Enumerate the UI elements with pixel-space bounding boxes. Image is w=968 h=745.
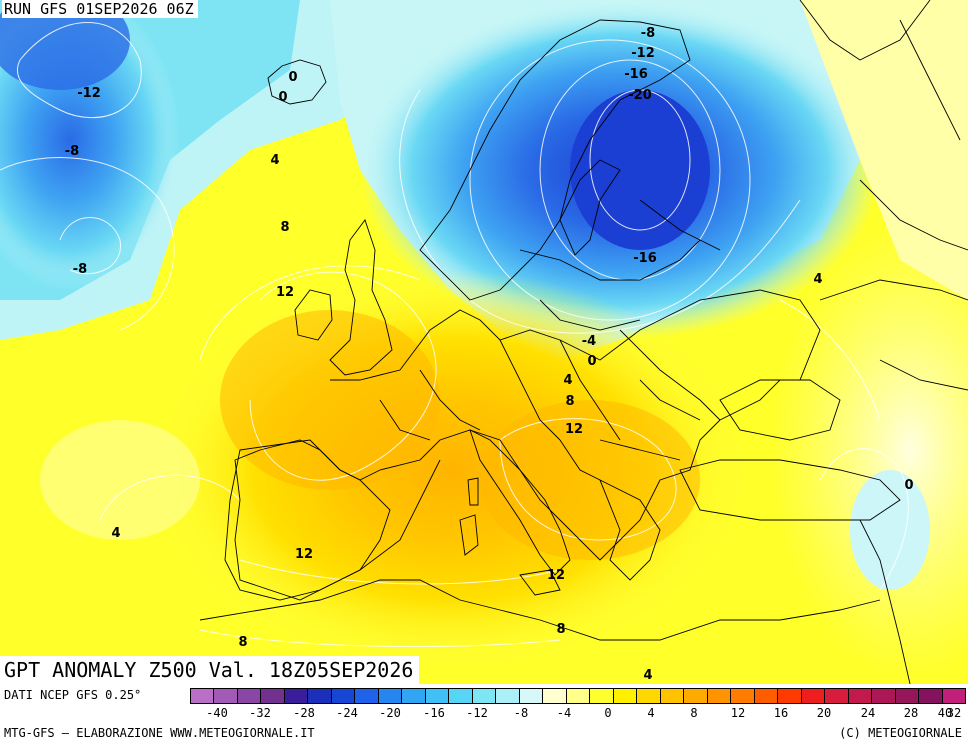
contour-label: 8: [565, 394, 574, 409]
color-scale-tick: 40: [937, 706, 953, 720]
contour-label: -16: [633, 251, 657, 266]
color-scale-tick: 0: [604, 706, 612, 720]
color-scale-tick: 4: [647, 706, 655, 720]
color-scale-tick: -20: [379, 706, 401, 720]
color-scale-tick: -24: [336, 706, 358, 720]
color-swatch: [707, 689, 732, 703]
contour-label: 8: [280, 220, 289, 235]
color-scale-tick: -28: [293, 706, 315, 720]
contour-label: 4: [111, 526, 120, 541]
color-swatch: [425, 689, 450, 703]
color-swatch: [825, 689, 849, 703]
contour-label: 0: [904, 478, 913, 493]
contour-label: -8: [65, 144, 79, 159]
color-swatch: [214, 689, 238, 703]
color-swatch: [660, 689, 685, 703]
color-swatch: [308, 689, 332, 703]
contour-labels: -12-8-8004812-8-12-16-20-16-404812404121…: [65, 26, 914, 683]
color-swatch: [191, 689, 215, 703]
color-swatch: [895, 689, 920, 703]
contour-label: -8: [641, 26, 655, 41]
color-swatch: [942, 689, 965, 703]
contour-label: 12: [547, 568, 565, 583]
color-swatch: [449, 689, 473, 703]
color-scale-tick: 20: [816, 706, 832, 720]
color-swatch: [402, 689, 426, 703]
run-info-label: RUN GFS 01SEP2026 06Z: [2, 0, 198, 18]
color-swatch: [754, 689, 779, 703]
color-swatch: [519, 689, 544, 703]
contour-label: 12: [276, 285, 294, 300]
contour-label: -12: [631, 46, 655, 61]
contour-label: 4: [643, 668, 652, 683]
color-swatch: [543, 689, 567, 703]
contour-label: -16: [624, 67, 648, 82]
map-title: GPT ANOMALY Z500 Val. 18Z05SEP2026: [0, 656, 420, 684]
contour-label: 0: [587, 354, 596, 369]
contour-label: 8: [556, 622, 565, 637]
contour-label: 12: [565, 422, 583, 437]
credit-right: (C) METEOGIORNALE: [839, 726, 962, 740]
color-scale-ticks: -40 -32 -28 -24 -20 -16 -12 -8 -4 0 4 8 12 16 20 24 28 32…: [190, 706, 966, 722]
color-scale: [190, 688, 966, 704]
contour-label: -20: [628, 88, 652, 103]
color-swatch: [261, 689, 285, 703]
color-scale-tick: -8: [513, 706, 529, 720]
color-swatch: [801, 689, 826, 703]
contour-label: -8: [73, 262, 87, 277]
color-swatch: [284, 689, 309, 703]
color-swatch: [848, 689, 873, 703]
color-scale-tick: -40: [206, 706, 228, 720]
contour-label: 8: [238, 635, 247, 650]
contour-label: 0: [278, 90, 287, 105]
legend-panel: DATI NCEP GFS 0.25° -40 -32 -28 -24 -20 -16 -1…: [0, 684, 968, 745]
color-swatch: [731, 689, 755, 703]
color-swatch: [355, 689, 379, 703]
contour-label: 4: [270, 153, 279, 168]
color-swatch: [919, 689, 943, 703]
color-scale-tick: -32: [249, 706, 271, 720]
data-source-label: DATI NCEP GFS 0.25°: [4, 688, 142, 702]
color-swatch: [637, 689, 661, 703]
contour-label: 12: [295, 547, 313, 562]
color-scale-tick: 16: [773, 706, 789, 720]
contour-label: -4: [582, 334, 596, 349]
color-swatch: [496, 689, 520, 703]
contour-label: 4: [813, 272, 822, 287]
contour-label: -12: [77, 86, 101, 101]
color-swatch: [378, 689, 403, 703]
color-swatch: [778, 689, 802, 703]
color-scale-tick: 32: [946, 706, 962, 720]
color-swatch: [472, 689, 497, 703]
color-scale-tick: -4: [556, 706, 572, 720]
anomaly-map: -12-8-8004812-8-12-16-20-16-404812404121…: [0, 0, 968, 684]
color-scale-tick: -16: [423, 706, 445, 720]
color-swatch: [566, 689, 591, 703]
color-scale-tick: -12: [466, 706, 488, 720]
credit-left: MTG-GFS – ELABORAZIONE WWW.METEOGIORNALE…: [4, 726, 315, 740]
color-swatch: [237, 689, 262, 703]
contour-label: 0: [288, 70, 297, 85]
color-swatch: [613, 689, 638, 703]
color-scale-tick: 8: [690, 706, 698, 720]
color-scale-tick: 24: [860, 706, 876, 720]
color-swatch: [684, 689, 708, 703]
color-swatch: [590, 689, 614, 703]
contour-label: 4: [563, 373, 572, 388]
color-swatch: [872, 689, 896, 703]
color-scale-tick: 28: [903, 706, 919, 720]
color-swatch: [331, 689, 356, 703]
color-scale-tick: 12: [730, 706, 746, 720]
